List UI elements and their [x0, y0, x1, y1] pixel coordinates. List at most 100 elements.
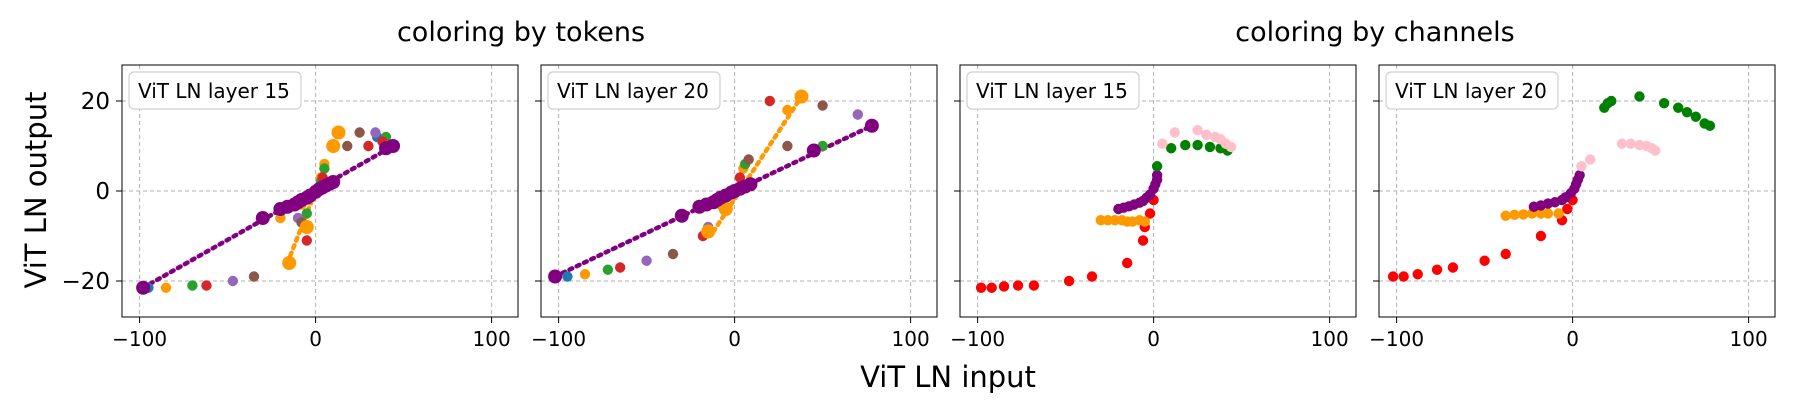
data-point-channel-pink	[1201, 129, 1212, 140]
data-point-token-brown	[354, 127, 365, 138]
data-point-channel-red	[986, 282, 997, 293]
data-point-token-orange-large	[326, 139, 341, 153]
data-point-channel-green	[1673, 102, 1684, 113]
data-point-token-orange-large	[331, 125, 346, 140]
panel-title: ViT LN layer 20	[1395, 79, 1547, 103]
panel-title: ViT LN layer 20	[557, 79, 709, 103]
data-point-channel-green	[1204, 141, 1216, 153]
data-point-channel-red	[975, 282, 987, 293]
data-point-token-purple-large	[806, 143, 821, 158]
data-point-token-purple-large	[255, 211, 270, 225]
panel-title: ViT LN layer 15	[976, 79, 1128, 103]
data-point-channel-green	[1151, 161, 1163, 172]
data-point-channel-orange	[1500, 210, 1511, 221]
data-point-channel-pink	[1650, 145, 1661, 156]
data-point-token-brown	[667, 248, 679, 260]
data-point-channel-pink	[1192, 125, 1203, 136]
panel-title-box: ViT LN layer 15	[128, 71, 302, 110]
x-tick-label: −100	[1369, 327, 1424, 351]
data-point-channel-red	[1412, 269, 1423, 280]
data-point-token-purple	[852, 109, 863, 120]
data-point-token-brown	[342, 140, 353, 152]
suptitle-tokens: coloring by tokens	[397, 17, 645, 48]
x-axis-label: ViT LN input	[860, 360, 1036, 394]
data-point-channel-green	[1704, 120, 1716, 131]
data-point-token-red	[615, 262, 626, 273]
data-point-channel-orange	[1553, 208, 1564, 219]
data-point-channel-orange	[1542, 208, 1554, 219]
title-box-frame	[128, 71, 302, 110]
data-point-channel-orange	[1518, 209, 1529, 220]
data-point-channel-red	[1479, 255, 1490, 266]
data-point-channel-pink	[1585, 154, 1596, 165]
panel-title: ViT LN layer 15	[138, 79, 290, 103]
data-point-token-purple	[641, 255, 652, 266]
data-point-channel-purple	[1574, 170, 1585, 181]
panel-title-box: ViT LN layer 20	[1385, 71, 1559, 110]
data-point-channel-red	[1086, 271, 1098, 282]
data-point-channel-red	[1063, 275, 1075, 287]
y-tick-label: 20	[81, 89, 110, 115]
panel-title-box: ViT LN layer 20	[547, 71, 721, 110]
data-point-channel-green	[1180, 139, 1191, 151]
suptitle-channels: coloring by channels	[1235, 17, 1514, 48]
data-point-channel-red	[1144, 208, 1156, 219]
data-point-channel-pink	[1157, 138, 1168, 149]
data-point-channel-red	[1028, 280, 1040, 291]
data-point-channel-pink	[1616, 138, 1628, 149]
x-tick-label: 100	[1311, 327, 1349, 351]
x-tick-label: 100	[473, 327, 511, 351]
data-point-token-green	[602, 264, 614, 275]
data-point-channel-red	[1447, 262, 1459, 273]
data-point-token-purple-large	[548, 269, 563, 284]
data-point-channel-red	[1431, 264, 1443, 275]
x-tick-label: 0	[1566, 327, 1579, 351]
data-point-channel-green	[1192, 139, 1203, 151]
data-point-channel-red	[1500, 248, 1511, 260]
data-point-channel-green	[1166, 143, 1177, 154]
x-tick-label: −100	[531, 327, 586, 351]
data-point-token-orange	[160, 282, 172, 293]
data-point-channel-green	[1681, 107, 1693, 118]
x-tick-label: 0	[728, 327, 741, 351]
data-point-channel-pink	[1576, 161, 1587, 172]
x-tick-label: 100	[1730, 327, 1768, 351]
data-point-token-red	[201, 280, 212, 291]
data-point-token-purple-large	[864, 118, 879, 133]
data-point-channel-red	[1398, 271, 1409, 282]
data-point-token-green	[319, 163, 330, 174]
x-tick-label: 0	[309, 327, 322, 351]
scatter-panel-3: −100 0 100 ViT LN layer 15	[950, 64, 1357, 351]
data-point-channel-orange	[1139, 216, 1151, 227]
data-point-channel-pink	[1625, 138, 1636, 149]
data-point-token-purple	[227, 275, 239, 287]
data-point-channel-red	[998, 281, 1010, 292]
data-point-token-red	[764, 95, 775, 107]
data-point-token-orange-large	[299, 220, 314, 234]
title-box-frame	[966, 71, 1140, 110]
data-point-token-purple	[370, 127, 381, 138]
data-point-channel-green	[1606, 95, 1617, 107]
data-point-token-blue	[562, 271, 573, 282]
data-point-token-purple-large	[386, 139, 401, 153]
data-point-channel-red	[1122, 257, 1133, 269]
y-tick-label: 0	[95, 179, 110, 205]
data-point-token-brown	[743, 154, 754, 165]
data-point-token-red	[301, 235, 312, 246]
data-point-token-purple-large	[743, 177, 758, 192]
scatter-panel-2: −100 0 100 ViT LN layer 20	[531, 64, 938, 351]
data-point-channel-red	[1387, 271, 1399, 282]
data-point-token-purple-large	[674, 208, 689, 223]
data-point-channel-pink	[1225, 141, 1237, 153]
data-point-token-green	[187, 280, 198, 291]
data-point-token-orange-large	[282, 256, 297, 270]
data-point-channel-green	[1658, 98, 1670, 109]
panel-title-box: ViT LN layer 15	[966, 71, 1140, 110]
data-point-token-orange	[782, 104, 793, 116]
data-point-channel-red	[1012, 280, 1024, 291]
title-box-frame	[1385, 71, 1559, 110]
data-point-channel-green	[1690, 111, 1702, 122]
data-point-token-orange-large	[794, 89, 809, 104]
y-tick-label: −20	[61, 269, 110, 295]
data-point-token-orange-large	[718, 202, 733, 216]
